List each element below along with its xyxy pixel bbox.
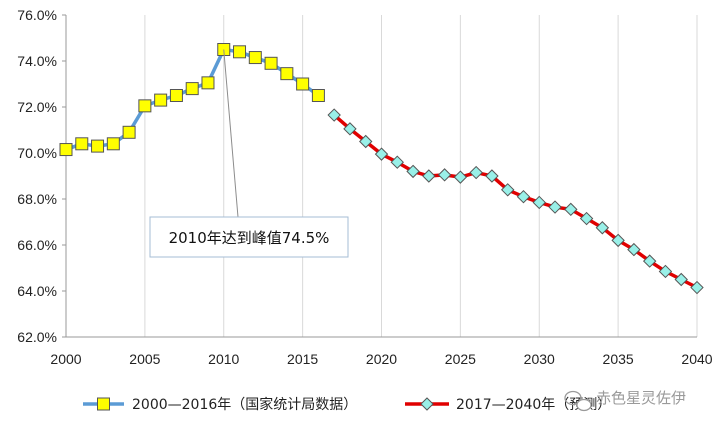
- x-tick-label: 2040: [681, 351, 712, 367]
- data-point: [154, 93, 168, 107]
- data-point: [390, 155, 404, 169]
- data-point: [453, 170, 468, 184]
- data-point: [674, 272, 688, 287]
- data-point: [280, 67, 294, 81]
- data-point: [469, 165, 483, 180]
- data-point: [75, 137, 89, 151]
- data-point: [233, 45, 247, 59]
- x-tick-label: 2020: [366, 351, 397, 367]
- data-point: [91, 139, 105, 153]
- data-point: [374, 147, 389, 161]
- x-tick-label: 2005: [129, 351, 160, 367]
- x-tick-label: 2010: [208, 351, 239, 367]
- y-tick-label: 72.0%: [17, 99, 57, 115]
- legend-item-1: 2000—2016年（国家统计局数据）: [83, 396, 357, 413]
- data-point: [169, 89, 183, 102]
- grid-lines: [144, 15, 698, 337]
- data-point: [185, 82, 199, 96]
- series-markers: [59, 43, 704, 295]
- x-tick-label: 2015: [287, 351, 318, 367]
- data-point: [248, 51, 262, 65]
- data-point: [611, 233, 625, 248]
- legend-marker: [420, 397, 434, 411]
- series-line-1: [64, 47, 321, 152]
- wechat-bubble-large: [564, 390, 582, 406]
- annotation-box: [149, 216, 349, 258]
- data-point: [327, 108, 341, 122]
- y-tick-labels: 62.0% 64.0% 66.0% 68.0% 70.0% 72.0% 74.0% 76.0%: [17, 7, 57, 345]
- x-tick-label: 2025: [445, 351, 476, 367]
- data-point: [106, 137, 120, 151]
- axes: [62, 14, 697, 338]
- annotation-leader: [223, 49, 239, 218]
- data-point: [579, 211, 594, 226]
- annotation: 2010年达到峰值74.5%: [149, 49, 349, 258]
- y-tick-label: 68.0%: [17, 191, 57, 207]
- data-point: [548, 200, 562, 214]
- y-tick-label: 64.0%: [17, 283, 57, 299]
- data-point: [516, 189, 531, 204]
- data-point: [59, 143, 73, 157]
- data-point: [122, 125, 136, 139]
- y-tick-label: 76.0%: [17, 7, 57, 23]
- data-point: [406, 164, 420, 179]
- data-point: [359, 134, 373, 149]
- x-tick-label: 2035: [603, 351, 634, 367]
- wechat-icon: [564, 390, 592, 412]
- watermark: 赤色星灵佐伊: [564, 389, 686, 412]
- x-tick-label: 2030: [524, 351, 555, 367]
- legend: 2000—2016年（国家统计局数据） 2017—2040年（预测）: [83, 396, 611, 413]
- data-point: [201, 76, 215, 90]
- legend-label: 2000—2016年（国家统计局数据）: [132, 396, 357, 413]
- series-line-2: [332, 113, 699, 290]
- annotation-text: 2010年达到峰值74.5%: [169, 229, 330, 247]
- data-point: [311, 89, 325, 102]
- data-point: [627, 242, 641, 257]
- y-tick-label: 62.0%: [17, 329, 57, 345]
- data-point: [264, 56, 278, 70]
- data-point: [500, 183, 515, 197]
- data-point: [642, 254, 657, 268]
- legend-label: 2017—2040年（预测）: [456, 397, 611, 413]
- data-point: [595, 221, 610, 235]
- data-point: [437, 168, 452, 182]
- legend-item-2: 2017—2040年（预测）: [405, 397, 611, 413]
- data-point: [564, 202, 578, 217]
- y-tick-label: 66.0%: [17, 237, 57, 253]
- y-tick-label: 74.0%: [17, 53, 57, 69]
- data-point: [296, 77, 310, 91]
- data-point: [485, 169, 499, 183]
- data-point: [138, 99, 152, 113]
- x-tick-labels: 2000 2005 2010 2015 2020 2025 2030 2035 2040: [50, 351, 712, 367]
- legend-marker: [97, 397, 110, 411]
- wechat-bubble-small: [576, 398, 592, 412]
- data-point: [532, 195, 546, 210]
- watermark-text: 赤色星灵佐伊: [596, 389, 686, 407]
- data-point: [658, 264, 673, 279]
- data-point: [343, 122, 357, 136]
- data-point: [690, 280, 704, 295]
- x-tick-label: 2000: [50, 351, 81, 367]
- data-point: [422, 169, 436, 183]
- y-tick-label: 70.0%: [17, 145, 57, 161]
